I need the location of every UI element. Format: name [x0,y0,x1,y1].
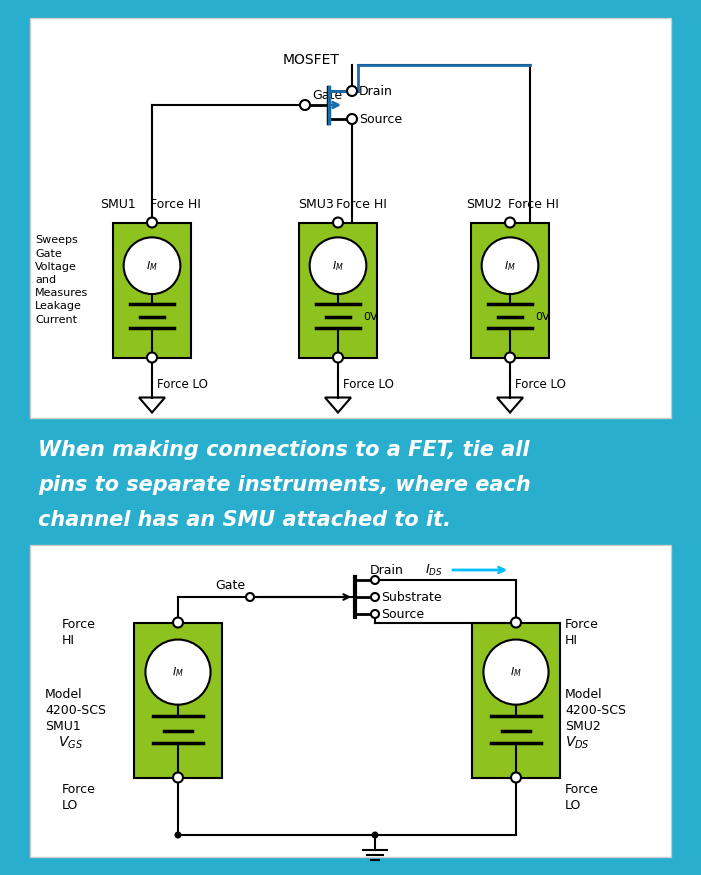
Text: $I_M$: $I_M$ [172,665,184,679]
Circle shape [310,237,367,294]
Text: channel has an SMU attached to it.: channel has an SMU attached to it. [38,510,451,530]
Circle shape [333,218,343,228]
Text: Force
LO: Force LO [565,782,599,811]
Circle shape [147,353,157,362]
Circle shape [246,593,254,601]
Text: Model
4200-SCS
SMU2: Model 4200-SCS SMU2 [565,688,626,732]
Text: Force LO: Force LO [515,377,566,390]
Text: Drain: Drain [370,564,404,577]
Circle shape [300,100,310,110]
Text: $V_{GS}$: $V_{GS}$ [58,734,83,751]
Text: Gate: Gate [312,88,342,102]
FancyBboxPatch shape [299,222,377,358]
Text: SMU1: SMU1 [100,198,136,211]
Circle shape [347,86,357,96]
Circle shape [173,773,183,782]
Circle shape [482,237,538,294]
Text: Force LO: Force LO [157,377,208,390]
Text: 0V: 0V [363,312,378,322]
Text: Model
4200-SCS
SMU1: Model 4200-SCS SMU1 [45,688,106,732]
Circle shape [371,576,379,584]
FancyBboxPatch shape [30,545,671,857]
FancyBboxPatch shape [471,222,549,358]
Text: SMU3: SMU3 [298,198,334,211]
Circle shape [372,831,379,838]
Circle shape [123,237,180,294]
Text: Source: Source [381,607,424,620]
Text: Force
HI: Force HI [565,618,599,647]
Text: $I_M$: $I_M$ [504,259,516,273]
Text: Force HI: Force HI [150,198,201,211]
Circle shape [505,353,515,362]
Circle shape [511,618,521,627]
Circle shape [147,218,157,228]
Text: Sweeps
Gate
Voltage
and
Measures
Leakage
Current: Sweeps Gate Voltage and Measures Leakage… [35,235,88,325]
Circle shape [505,218,515,228]
Circle shape [371,593,379,601]
Circle shape [145,640,210,704]
FancyBboxPatch shape [472,622,560,778]
Circle shape [173,618,183,627]
Text: Force HI: Force HI [336,198,387,211]
Text: $V_{DS}$: $V_{DS}$ [565,734,590,751]
Circle shape [371,610,379,618]
Circle shape [333,353,343,362]
Circle shape [347,114,357,124]
Text: MOSFET: MOSFET [283,53,340,67]
FancyBboxPatch shape [134,622,222,778]
FancyBboxPatch shape [113,222,191,358]
Text: $I_{DS}$: $I_{DS}$ [425,563,443,578]
Text: Substrate: Substrate [381,591,442,604]
Text: $I_M$: $I_M$ [332,259,344,273]
Text: Force
LO: Force LO [62,782,96,811]
Text: Force LO: Force LO [343,377,394,390]
Text: Drain: Drain [359,85,393,97]
Text: When making connections to a FET, tie all: When making connections to a FET, tie al… [38,440,529,460]
Circle shape [511,773,521,782]
Text: SMU2: SMU2 [466,198,502,211]
Text: Force
HI: Force HI [62,618,96,647]
Text: Gate: Gate [215,578,245,592]
FancyBboxPatch shape [30,18,671,418]
Text: $I_M$: $I_M$ [146,259,158,273]
Text: pins to separate instruments, where each: pins to separate instruments, where each [38,475,531,495]
Text: $I_M$: $I_M$ [510,665,522,679]
Circle shape [484,640,549,704]
Text: 0V: 0V [535,312,550,322]
Circle shape [175,831,182,838]
Text: Force HI: Force HI [508,198,559,211]
Text: Source: Source [359,113,402,125]
